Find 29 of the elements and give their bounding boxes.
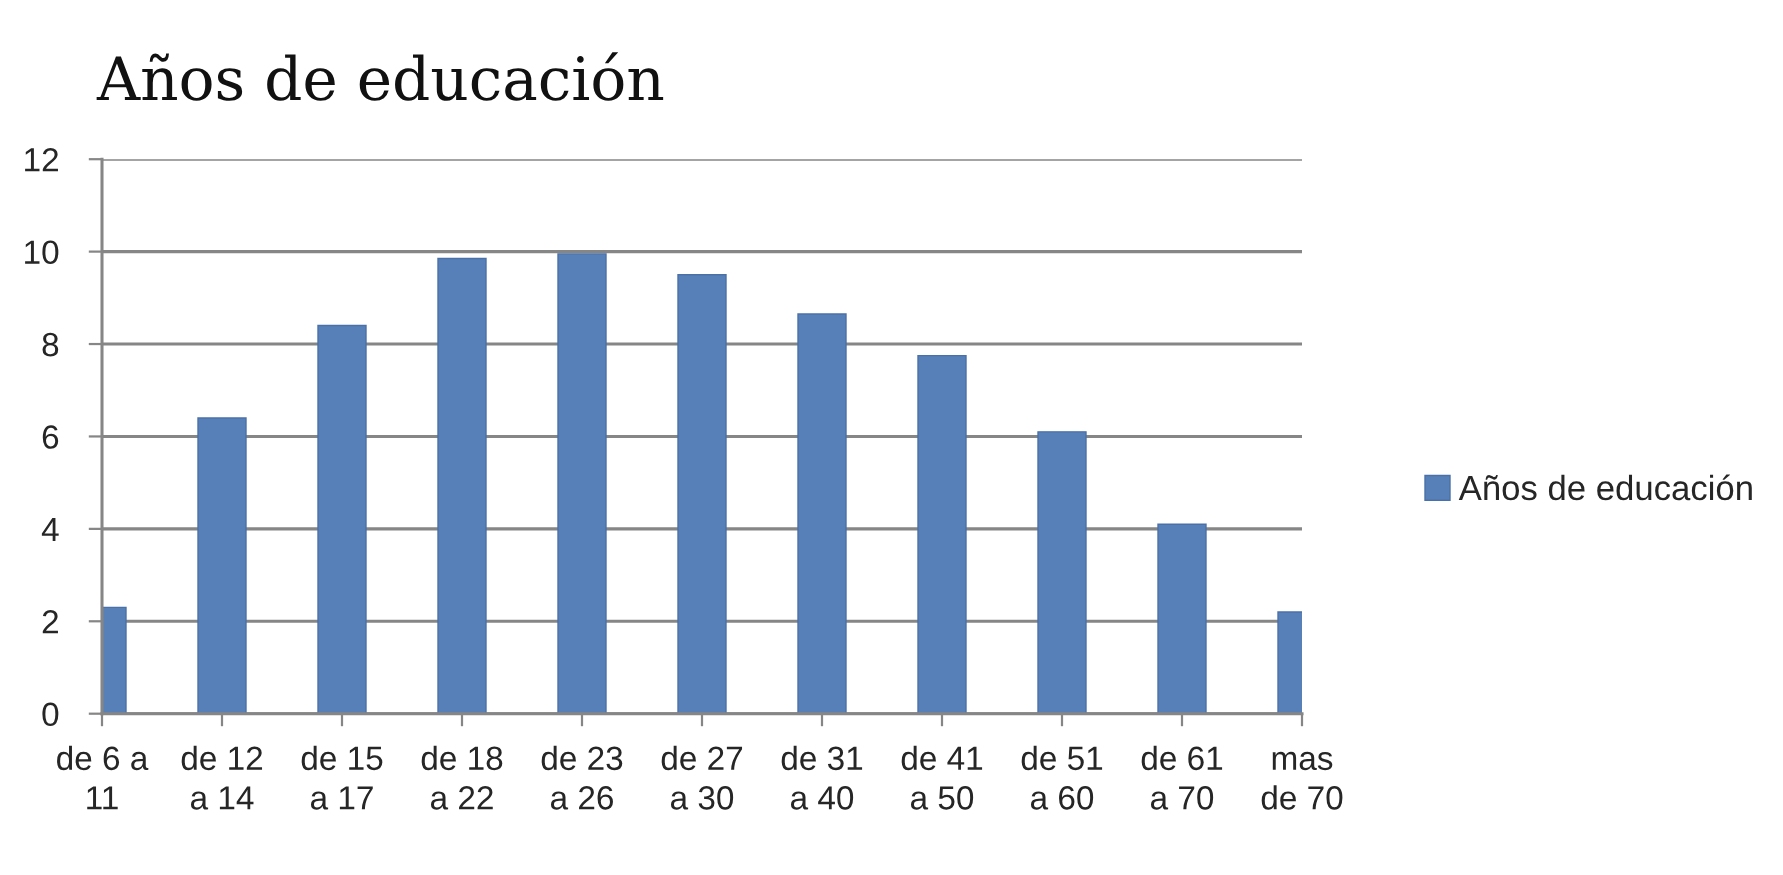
x-tick-label: mas de 70 <box>1261 751 1343 810</box>
x-tick-label: de 18 a 22 <box>421 745 503 810</box>
x-tick-label: de 51 a 60 <box>1021 745 1103 810</box>
bar <box>437 257 487 714</box>
x-tick-label: de 12 a 14 <box>181 745 263 810</box>
legend-label: Años de educación <box>1458 474 1752 501</box>
x-tick-label: de 6 a 11 <box>57 745 149 810</box>
bar <box>317 324 367 714</box>
y-tick-label: 0 <box>42 702 59 727</box>
x-tick-label: de 41 a 50 <box>901 745 983 810</box>
bar <box>1037 431 1087 714</box>
x-tick-label: de 27 a 30 <box>661 745 743 810</box>
x-tick-label: de 15 a 17 <box>301 745 383 810</box>
y-tick-label: 6 <box>42 425 59 449</box>
x-tick-label: de 61 a 70 <box>1141 745 1223 810</box>
bar <box>197 417 247 714</box>
x-tick-label: de 23 a 26 <box>541 745 623 810</box>
bar <box>557 253 607 714</box>
bar <box>797 313 847 714</box>
y-tick-label: 12 <box>25 148 58 172</box>
bar <box>917 354 967 714</box>
x-tick-label: de 31 a 40 <box>781 745 863 810</box>
y-tick-label: 4 <box>41 518 59 541</box>
y-tick-label: 8 <box>42 332 59 357</box>
bar <box>1157 523 1207 714</box>
y-tick-label: 2 <box>42 610 58 634</box>
bar <box>677 274 727 714</box>
chart-title: Años de educación <box>96 52 664 101</box>
y-tick-label: 10 <box>25 240 59 265</box>
